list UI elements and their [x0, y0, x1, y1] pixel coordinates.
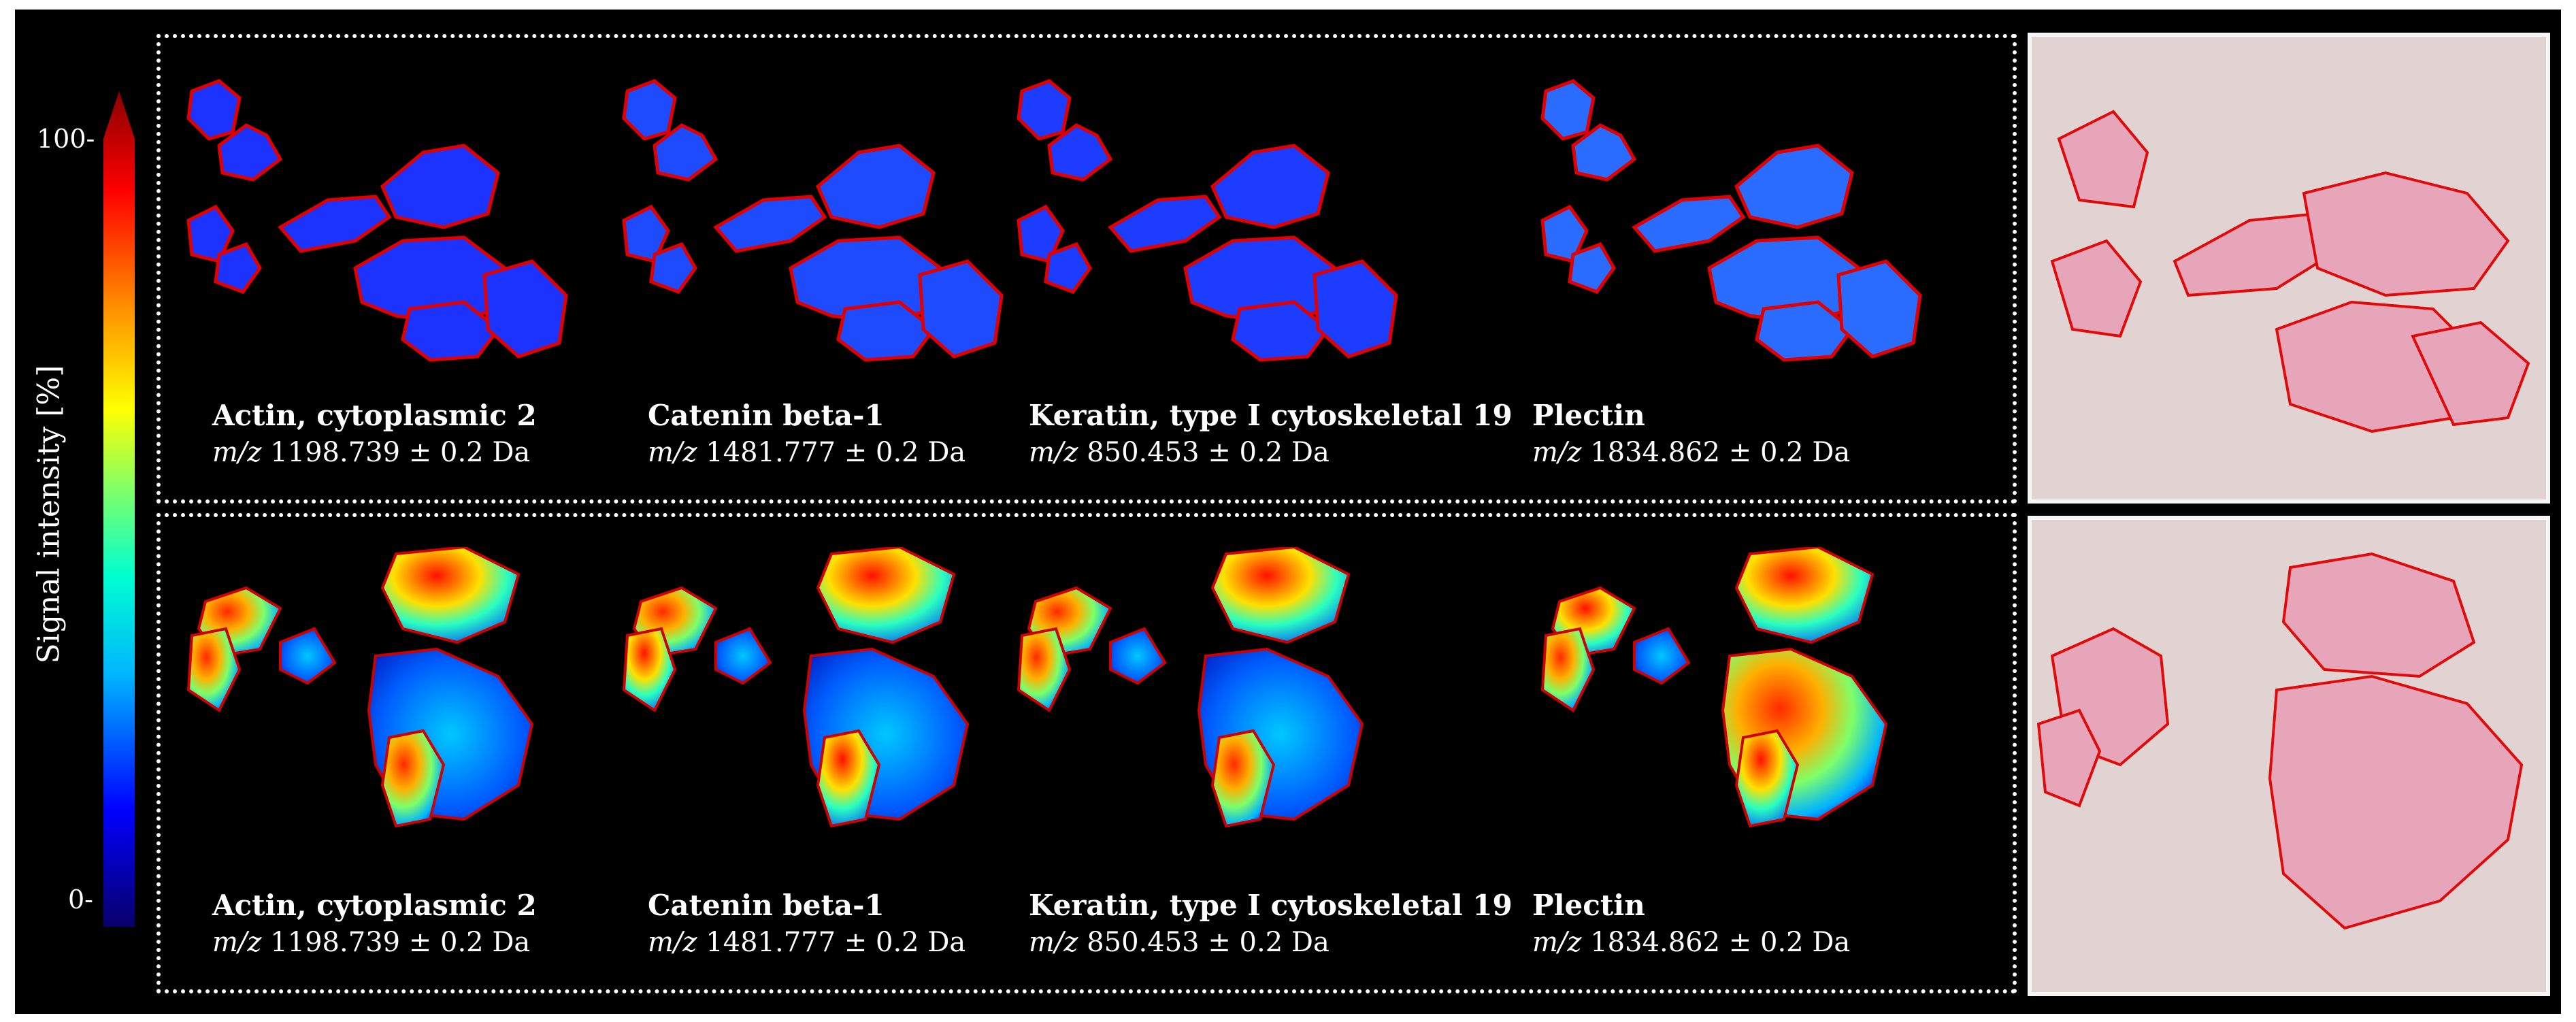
- mz-label: m/z: [1029, 927, 1078, 958]
- mz-window: m/z 1834.862 ± 0.2 Da: [1532, 434, 1850, 471]
- colorbar-tick-max: 100-: [37, 124, 95, 154]
- mz-label: m/z: [648, 927, 697, 958]
- ion-image-tile-top-3: Keratin, type I cytoskeletal 19 m/z 850.…: [1008, 71, 1513, 493]
- mz-window: m/z 1198.739 ± 0.2 Da: [212, 924, 537, 961]
- he-tissue-section: [2036, 552, 2524, 930]
- ion-image-map: [622, 79, 1004, 362]
- ion-image-map: [622, 547, 970, 828]
- ion-image-tile-bottom-4: Plectin m/z 1834.862 ± 0.2 Da: [1532, 547, 1941, 983]
- mz-value: 1198.739 ± 0.2 Da: [270, 927, 531, 958]
- mz-value: 1481.777 ± 0.2 Da: [706, 437, 966, 468]
- ion-image-tile-top-2: Catenin beta-1 m/z 1481.777 ± 0.2 Da: [614, 71, 1022, 493]
- mz-value: 850.453 ± 0.2 Da: [1087, 927, 1330, 958]
- he-stain-image-top: [2028, 33, 2550, 504]
- ion-image-map: [1540, 547, 1888, 828]
- protein-name: Actin, cytoplasmic 2: [212, 399, 537, 432]
- tile-caption: Catenin beta-1 m/z 1481.777 ± 0.2 Da: [648, 887, 965, 961]
- protein-name: Plectin: [1532, 399, 1645, 432]
- mz-value: 1834.862 ± 0.2 Da: [1590, 437, 1851, 468]
- mz-window: m/z 1834.862 ± 0.2 Da: [1532, 924, 1850, 961]
- mz-label: m/z: [212, 927, 262, 958]
- mz-window: m/z 850.453 ± 0.2 Da: [1029, 434, 1513, 471]
- mz-label: m/z: [648, 437, 697, 468]
- colorbar: [103, 91, 135, 927]
- protein-name: Keratin, type I cytoskeletal 19: [1029, 889, 1513, 922]
- protein-name: Catenin beta-1: [648, 399, 885, 432]
- top-row-panel: [156, 34, 2017, 504]
- mz-window: m/z 1481.777 ± 0.2 Da: [648, 924, 965, 961]
- ion-image-map: [1540, 79, 1922, 362]
- tile-caption: Actin, cytoplasmic 2 m/z 1198.739 ± 0.2 …: [212, 397, 537, 471]
- ion-image-tile-top-1: Actin, cytoplasmic 2 m/z 1198.739 ± 0.2 …: [178, 71, 587, 493]
- mz-value: 850.453 ± 0.2 Da: [1087, 437, 1330, 468]
- ion-image-tile-top-4: Plectin m/z 1834.862 ± 0.2 Da: [1532, 71, 1941, 493]
- mz-label: m/z: [212, 437, 262, 468]
- bottom-row-panel: [156, 513, 2017, 993]
- protein-name: Catenin beta-1: [648, 889, 885, 922]
- ion-image-map: [1017, 79, 1398, 362]
- protein-name: Actin, cytoplasmic 2: [212, 889, 537, 922]
- ion-image-tile-bottom-2: Catenin beta-1 m/z 1481.777 ± 0.2 Da: [614, 547, 1022, 983]
- mz-value: 1481.777 ± 0.2 Da: [706, 927, 966, 958]
- ion-image-map: [1017, 547, 1364, 828]
- mz-window: m/z 850.453 ± 0.2 Da: [1029, 924, 1513, 961]
- tile-caption: Catenin beta-1 m/z 1481.777 ± 0.2 Da: [648, 397, 965, 471]
- mz-window: m/z 1481.777 ± 0.2 Da: [648, 434, 965, 471]
- ion-image-tile-bottom-1: Actin, cytoplasmic 2 m/z 1198.739 ± 0.2 …: [178, 547, 587, 983]
- tile-caption: Actin, cytoplasmic 2 m/z 1198.739 ± 0.2 …: [212, 887, 537, 961]
- ion-image-map: [186, 79, 568, 362]
- ion-image-tile-bottom-3: Keratin, type I cytoskeletal 19 m/z 850.…: [1008, 547, 1513, 983]
- mz-value: 1834.862 ± 0.2 Da: [1590, 927, 1851, 958]
- protein-name: Plectin: [1532, 889, 1645, 922]
- mz-label: m/z: [1029, 437, 1078, 468]
- colorbar-tick-min: 0-: [68, 885, 94, 914]
- tile-caption: Plectin m/z 1834.862 ± 0.2 Da: [1532, 887, 1850, 961]
- mz-label: m/z: [1532, 437, 1582, 468]
- colorbar-label: Signal intensity [%]: [31, 365, 67, 664]
- he-tissue-section: [2050, 110, 2530, 433]
- he-stain-image-bottom: [2028, 516, 2550, 996]
- tile-caption: Keratin, type I cytoskeletal 19 m/z 850.…: [1029, 887, 1513, 961]
- mz-value: 1198.739 ± 0.2 Da: [270, 437, 531, 468]
- mz-label: m/z: [1532, 927, 1582, 958]
- tile-caption: Keratin, type I cytoskeletal 19 m/z 850.…: [1029, 397, 1513, 471]
- protein-name: Keratin, type I cytoskeletal 19: [1029, 399, 1513, 432]
- ion-image-map: [186, 547, 534, 828]
- figure-canvas: 100- 0- Signal intensity [%] Actin, cyto…: [15, 10, 2561, 1014]
- mz-window: m/z 1198.739 ± 0.2 Da: [212, 434, 537, 471]
- tile-caption: Plectin m/z 1834.862 ± 0.2 Da: [1532, 397, 1850, 471]
